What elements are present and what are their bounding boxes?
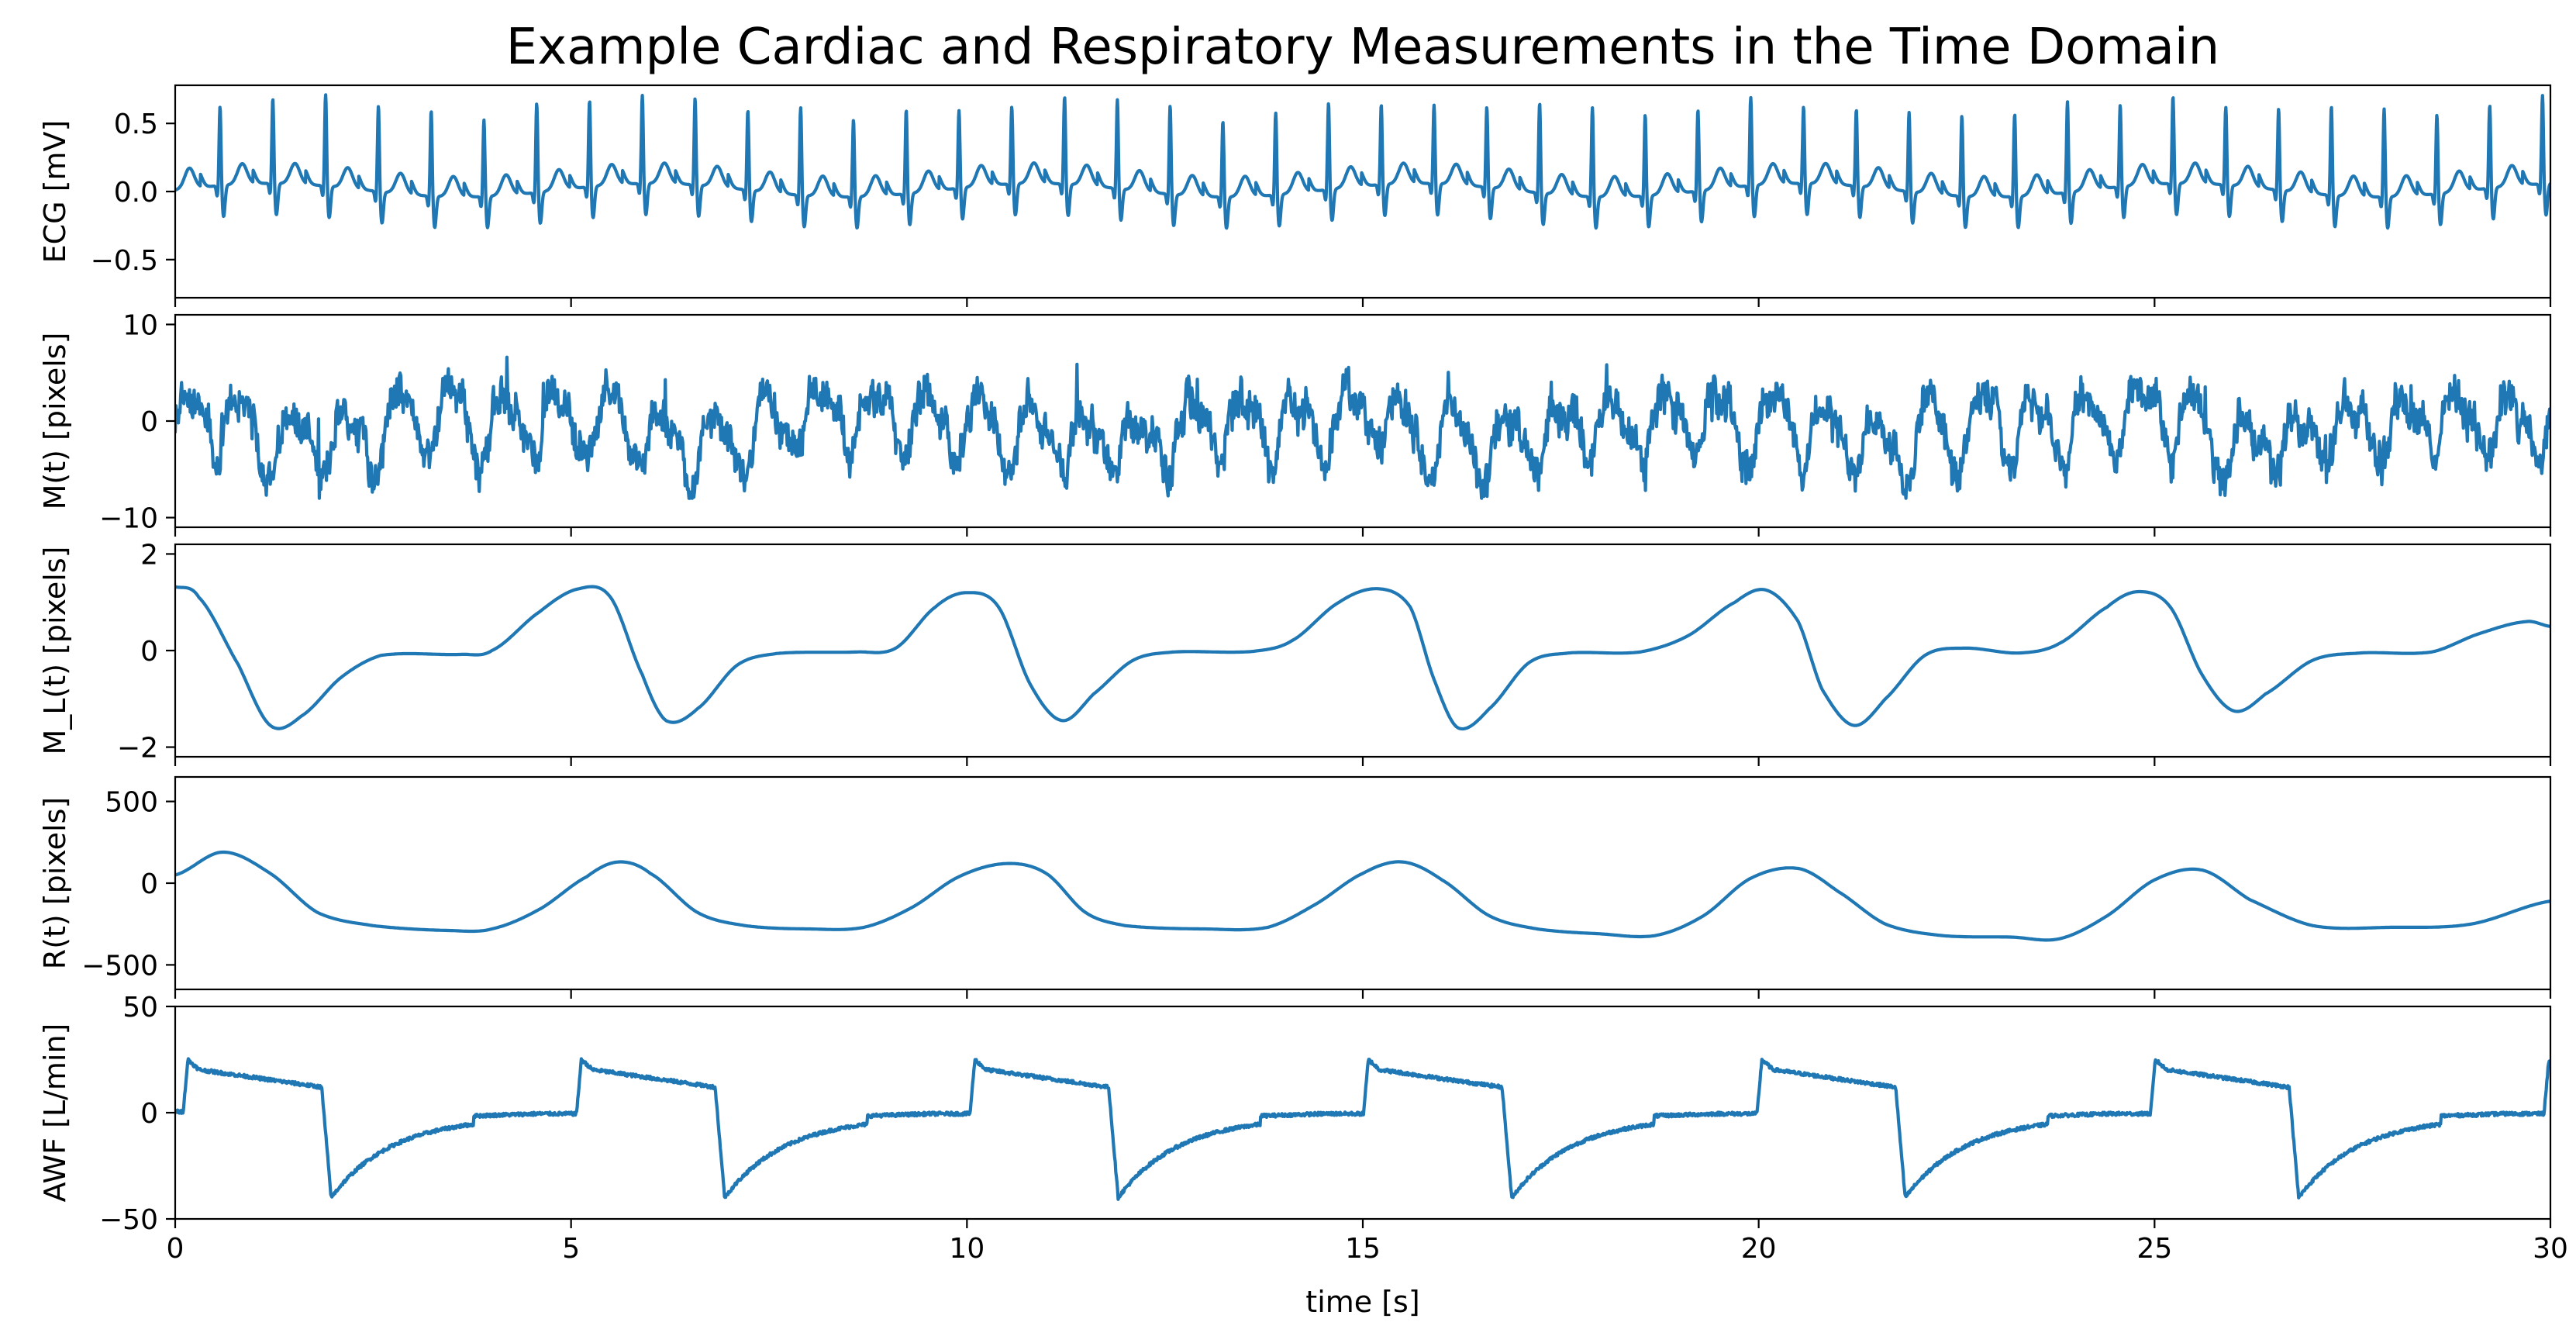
chart-title: Example Cardiac and Respiratory Measurem… — [506, 19, 2219, 76]
series-line-motion — [175, 355, 2550, 500]
y-axis-label-airway-flow: AWF [L/min] — [38, 1024, 72, 1203]
ytick-label-ecg-1: 0.0 — [114, 177, 158, 209]
axes-frame-motion-low — [174, 543, 2552, 758]
ytick-label-motion-low-0: −2 — [117, 733, 158, 765]
ytick-label-airway-flow-0: −50 — [99, 1204, 158, 1236]
xtick-label-1: 5 — [562, 1233, 580, 1265]
xtick-label-4: 20 — [1741, 1233, 1777, 1265]
xtick-label-6: 30 — [2533, 1233, 2568, 1265]
axes-frame-ecg — [174, 84, 2552, 299]
ytick-label-airway-flow-2: 50 — [122, 992, 158, 1024]
y-axis-label-motion: M(t) [pixels] — [38, 333, 72, 510]
xtick-label-3: 15 — [1345, 1233, 1381, 1265]
ytick-label-respiration-1: 0 — [140, 868, 158, 900]
ytick-label-motion-low-2: 2 — [140, 539, 158, 571]
y-axis-label-motion-low: M_L(t) [pixels] — [38, 547, 72, 755]
ytick-label-respiration-0: −500 — [81, 950, 158, 982]
series-line-ecg — [175, 93, 2550, 230]
panels-layer: −0.5 0.0 0.5 ECG [mV] −10 0 10 M(t) [pixels] −2 0… — [38, 84, 2568, 1265]
axes-frame-respiration — [174, 775, 2552, 991]
series-line-respiration — [175, 850, 2550, 942]
ytick-label-airway-flow-1: 0 — [140, 1098, 158, 1130]
panel-airway-flow: −50 0 50 0 5 10 15 20 25 30 AWF [L/min] — [38, 992, 2568, 1265]
y-axis-label-respiration: R(t) [pixels] — [38, 797, 72, 969]
ytick-label-ecg-2: 0.5 — [114, 109, 158, 140]
ytick-label-motion-2: 10 — [122, 309, 158, 341]
series-line-motion-low — [175, 585, 2550, 731]
xtick-label-5: 25 — [2136, 1233, 2172, 1265]
x-axis-label: time [s] — [1305, 1285, 1419, 1319]
xtick-label-0: 0 — [167, 1233, 184, 1265]
ytick-label-respiration-2: 500 — [105, 787, 158, 819]
panel-ecg: −0.5 0.0 0.5 ECG [mV] — [38, 84, 2552, 307]
series-line-airway-flow — [175, 1057, 2550, 1201]
ytick-label-ecg-0: −0.5 — [91, 245, 158, 277]
ytick-label-motion-0: −10 — [99, 503, 158, 535]
panel-motion: −10 0 10 M(t) [pixels] — [38, 309, 2552, 537]
ytick-label-motion-1: 0 — [140, 406, 158, 438]
axes-frame-motion — [174, 313, 2552, 529]
ytick-label-motion-low-1: 0 — [140, 636, 158, 668]
xtick-label-2: 10 — [949, 1233, 985, 1265]
y-axis-label-ecg: ECG [mV] — [38, 120, 72, 264]
panel-motion-low: −2 0 2 M_L(t) [pixels] — [38, 539, 2552, 766]
panel-respiration: −500 0 500 R(t) [pixels] — [38, 775, 2552, 999]
